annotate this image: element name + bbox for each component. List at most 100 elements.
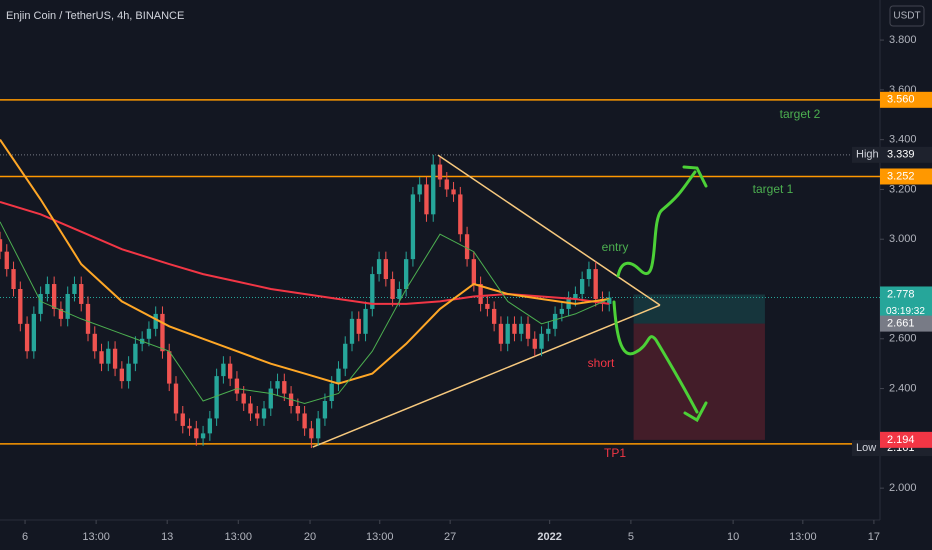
plot-area [0,99,880,449]
annotation: target 1 [753,182,794,196]
arrow-head [682,165,708,188]
candle-body [126,363,131,382]
candle-body [370,274,375,309]
price-badge-label: 3.560 [887,94,915,106]
candle-body [410,194,416,260]
candle-body [593,269,598,299]
moving-average [0,139,610,385]
candle-body [4,251,9,270]
position-stop-zone [633,294,765,324]
arrow-up [616,170,697,278]
candle-body [485,303,490,309]
candle-body [498,323,504,344]
candle-body [309,428,314,439]
candle-body [512,323,517,334]
x-tick-label: 6 [22,531,28,543]
candle-body [261,408,267,419]
candle-body [383,259,389,280]
candle-body [519,323,524,334]
annotation: target 2 [780,107,821,121]
candle-body [302,413,307,429]
x-tick-label: 13:00 [366,531,394,543]
candle-body [72,284,77,294]
level-name-box [852,440,880,457]
candle-body [106,348,111,364]
price-badge-label: 2.194 [887,434,915,446]
candle-body [329,383,334,402]
price-badge-label: 2.661 [887,318,915,330]
candle-body [65,293,70,319]
candle-body [85,303,91,334]
currency-box[interactable] [889,5,925,27]
candle-body [51,284,57,309]
y-tick-label: 3.800 [889,34,917,46]
candle-body [18,288,23,324]
currency-label[interactable]: USDT [893,11,920,22]
candle-body [58,308,64,319]
price-badge-label: 3.252 [887,170,915,182]
candle-body [403,259,409,289]
candle-body [552,313,558,329]
y-tick-label: 2.600 [889,333,917,345]
trendline [437,154,661,306]
candle-body [24,323,30,352]
candle-body [180,413,185,426]
annotation: TP1 [604,446,626,460]
candle-body [153,313,158,329]
candle-body [573,293,578,299]
candle-body [607,297,612,304]
candle-body [133,343,138,364]
candle-body [38,293,43,314]
candle-body [397,288,402,299]
x-tick-label: 17 [868,531,880,543]
chart-title: Enjin Coin / TetherUS, 4h, BINANCE [6,10,184,22]
x-tick-label: 13 [161,531,173,543]
arrow-down [612,300,699,414]
candle-body [248,403,253,414]
candle-body [539,333,544,349]
candle-body [505,323,510,344]
candle-body [471,259,477,285]
candle-body [214,376,219,419]
candle-body [146,328,152,339]
x-tick-label: 13:00 [789,531,817,543]
candle-body [559,308,565,314]
candle-body [79,284,84,304]
price-badge [880,315,932,332]
candle-body [282,381,287,394]
candle-body [458,194,463,235]
candle-body [478,284,483,304]
candle-body [437,164,443,180]
candle-body [187,425,192,429]
candle-body [343,343,348,369]
candle-body [241,393,246,404]
candle-body [376,259,382,275]
candle-body [322,401,328,419]
candle-body [207,418,213,434]
candle-body [295,405,301,414]
candle-body [390,279,395,299]
candle-body [525,323,531,339]
x-tick-label: 10 [727,531,739,543]
candle-body [336,368,341,384]
y-tick-label: 2.400 [889,382,917,394]
candle-body [200,433,206,439]
candle-body [546,328,551,334]
candle-body [92,333,97,352]
y-tick-label: 2.000 [889,482,917,494]
trendline [312,304,661,448]
level-name: High [856,149,879,161]
price-badge [880,431,932,448]
candle-body [275,381,280,389]
candle-body [424,184,429,215]
price-badge [880,146,932,163]
candle-body [586,269,592,280]
candle-body [119,368,125,382]
annotation: short [588,356,615,370]
y-tick-label: 3.400 [889,134,917,146]
candle-body [579,279,585,294]
candle-body [31,313,37,352]
candle-body [11,269,16,289]
candle-body [167,351,172,384]
